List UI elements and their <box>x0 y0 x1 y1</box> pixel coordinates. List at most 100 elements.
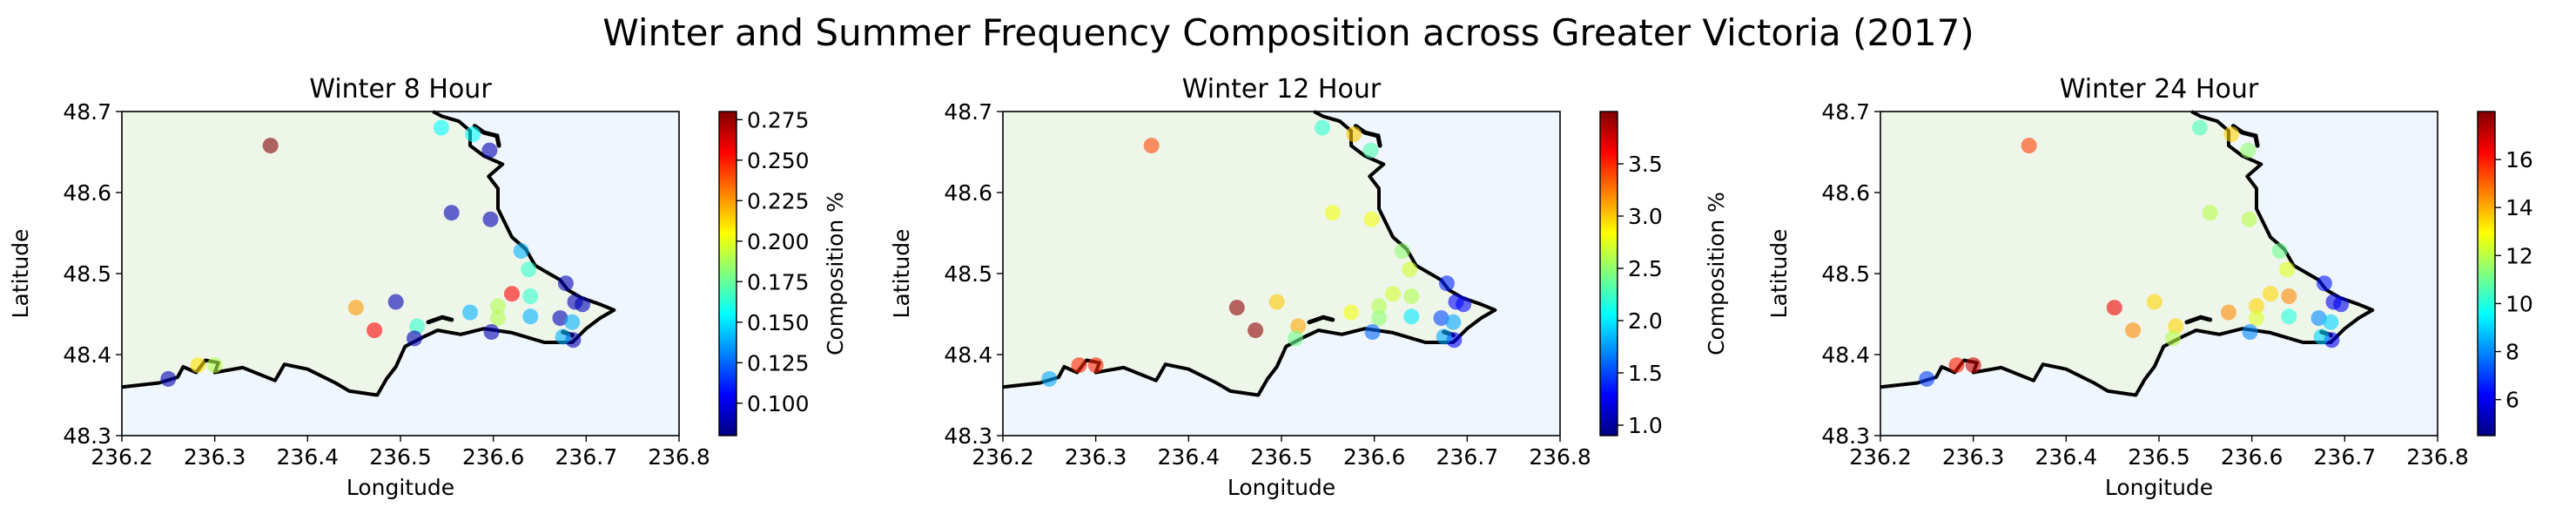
station-point <box>347 300 364 316</box>
x-tick-label: 236.6 <box>462 444 525 470</box>
colorbar-tick-label: 0.175 <box>747 269 810 294</box>
colorbar-tick-label: 6 <box>2505 388 2519 413</box>
water-area <box>1003 112 1560 436</box>
colorbar-tick-label: 16 <box>2505 147 2533 173</box>
station-point <box>443 205 460 221</box>
station-point <box>409 318 426 335</box>
colorbar: 0.100 0.125 0.150 0.175 0.200 0.225 0.250 0.275… <box>718 107 848 436</box>
figure-title: Winter and Summer Frequency Composition … <box>602 11 1974 54</box>
colorbar-label: Composition % <box>823 192 848 355</box>
station-point <box>552 310 568 327</box>
x-tick-label: 236.2 <box>972 444 1034 470</box>
station-point <box>1071 357 1087 374</box>
station-point <box>2279 261 2296 278</box>
colorbar-tick-label: 10 <box>2505 291 2533 316</box>
station-point <box>2125 322 2142 339</box>
colorbar-tick-label: 0.250 <box>747 148 810 173</box>
station-point <box>1403 288 1420 304</box>
station-point <box>575 296 591 313</box>
station-point <box>1403 308 1420 325</box>
station-point <box>2263 286 2278 302</box>
station-point <box>465 126 481 142</box>
panel-title: Winter 8 Hour <box>309 74 492 105</box>
station-point <box>557 275 574 292</box>
station-point <box>2223 126 2240 142</box>
station-point <box>1087 357 1104 374</box>
x-tick-label: 236.6 <box>2221 444 2283 470</box>
station-point <box>482 211 499 227</box>
y-tick-label: 48.4 <box>944 342 992 368</box>
station-point <box>1288 330 1303 347</box>
station-point <box>2191 119 2208 136</box>
x-tick-label: 236.5 <box>1250 444 1313 470</box>
y-tick-label: 48.5 <box>63 261 111 287</box>
x-tick-label: 236.7 <box>555 444 618 470</box>
colorbar-tick-label: 0.200 <box>747 229 810 254</box>
station-point <box>521 261 537 278</box>
x-tick-label: 236.6 <box>1343 444 1406 470</box>
station-point <box>1402 261 1418 278</box>
colorbar-label: Composition % <box>1704 192 1729 355</box>
station-point <box>2310 310 2327 327</box>
station-point <box>513 243 529 259</box>
coastline <box>121 110 616 397</box>
colorbar-tick-label: 0.125 <box>747 350 810 376</box>
colorbar-tick-label: 0.225 <box>747 188 810 213</box>
station-point <box>1385 286 1401 302</box>
station-point <box>2202 205 2218 221</box>
map-panel-1: Winter 8 Hour 236.2 236.3 236.4 236.5 236.6 23… <box>8 74 848 500</box>
x-tick-label: 236.3 <box>184 444 246 470</box>
x-tick-label: 236.8 <box>2406 444 2469 470</box>
panel-title: Winter 12 Hour <box>1182 74 1382 105</box>
station-point <box>490 298 506 315</box>
y-tick-label: 48.6 <box>63 180 111 206</box>
station-point <box>160 370 177 387</box>
station-point <box>1363 211 1380 227</box>
station-point <box>1371 298 1387 315</box>
station-point <box>2021 138 2037 154</box>
x-axis-label: Longitude <box>1227 475 1335 500</box>
station-point <box>2271 243 2288 259</box>
station-point <box>387 294 404 310</box>
station-point <box>1364 324 1381 340</box>
station-point <box>262 138 279 154</box>
station-point <box>1371 310 1387 327</box>
y-tick-label: 48.3 <box>944 423 992 449</box>
map-panel-2: Winter 12 Hour 236.2 236.3 236.4 236.5 236.6 2… <box>889 74 1729 500</box>
station-point <box>2249 298 2264 315</box>
water-area <box>122 112 679 436</box>
y-tick-label: 48.6 <box>944 180 992 206</box>
colorbar-tick-label: 0.275 <box>747 107 810 132</box>
x-tick-label: 236.7 <box>2314 444 2377 470</box>
coastline <box>1002 110 1497 397</box>
station-point <box>2323 314 2339 330</box>
colorbar-tick-label: 2.0 <box>1628 308 1663 334</box>
station-point <box>2281 288 2297 304</box>
y-tick-label: 48.6 <box>1821 180 1870 206</box>
x-tick-label: 236.2 <box>1849 444 1912 470</box>
colorbar: 1.0 1.5 2.0 2.5 3.0 3.5 Composition % <box>1599 111 1729 438</box>
station-point <box>1268 294 1285 310</box>
station-point <box>1228 300 1245 316</box>
station-point <box>555 328 571 345</box>
x-axis-label: Longitude <box>2105 475 2213 500</box>
station-point <box>462 304 478 321</box>
colorbar-tick-label: 8 <box>2505 340 2519 365</box>
colorbar-gradient <box>1599 111 1618 436</box>
x-tick-label: 236.5 <box>2128 444 2190 470</box>
station-point <box>2240 142 2257 159</box>
panel-title: Winter 24 Hour <box>2060 74 2259 105</box>
coastline-inlet <box>1307 315 1335 325</box>
station-point <box>1314 119 1330 136</box>
y-axis-label: Latitude <box>889 229 914 319</box>
colorbar-tick-label: 0.100 <box>747 391 810 416</box>
station-point <box>2106 300 2122 316</box>
station-point <box>1362 142 1379 159</box>
x-tick-label: 236.4 <box>277 444 340 470</box>
station-point <box>2241 211 2257 227</box>
station-point <box>522 288 539 304</box>
colorbar-gradient <box>718 111 737 436</box>
coastline-inlet <box>2230 124 2260 148</box>
colorbar-tick-label: 3.5 <box>1628 152 1663 177</box>
station-point <box>504 286 520 302</box>
